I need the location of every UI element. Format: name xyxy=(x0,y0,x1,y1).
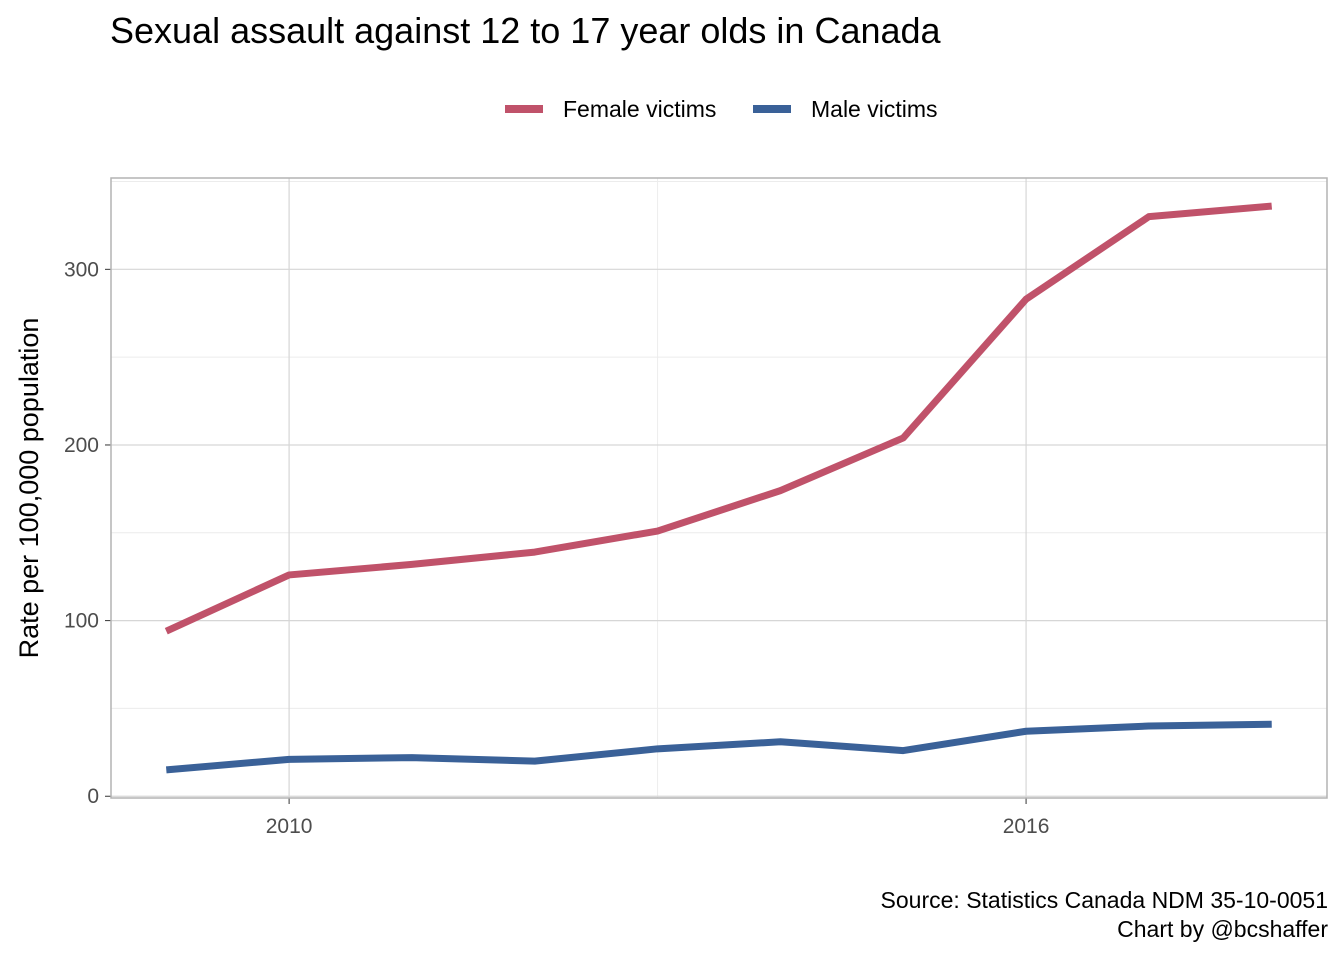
legend-item-male: Male victims xyxy=(753,92,938,126)
y-axis-title: Rate per 100,000 population xyxy=(14,318,44,659)
chart-title: Sexual assault against 12 to 17 year old… xyxy=(110,10,941,51)
legend-label-male: Male victims xyxy=(811,95,938,122)
plot-panel-border xyxy=(110,177,1328,799)
legend-item-female: Female victims xyxy=(505,92,716,126)
x-tick-label: 2016 xyxy=(1003,815,1050,838)
x-tick-label: 2010 xyxy=(266,815,313,838)
legend-swatch-male xyxy=(753,105,791,113)
series-line-female xyxy=(164,202,1273,635)
legend-swatch-female xyxy=(505,105,543,113)
y-tick-label: 0 xyxy=(87,785,99,808)
legend: Female victims Male victims xyxy=(0,92,1344,126)
y-tick-label: 200 xyxy=(64,434,99,457)
y-tick-label: 100 xyxy=(64,610,99,633)
caption-credit: Chart by @bcshaffer xyxy=(1117,916,1328,942)
caption-source: Source: Statistics Canada NDM 35-10-0051 xyxy=(880,887,1328,913)
legend-label-female: Female victims xyxy=(563,95,717,122)
y-tick-label: 300 xyxy=(64,258,99,281)
caption: Source: Statistics Canada NDM 35-10-0051… xyxy=(881,886,1328,944)
series-line-male xyxy=(165,720,1272,774)
